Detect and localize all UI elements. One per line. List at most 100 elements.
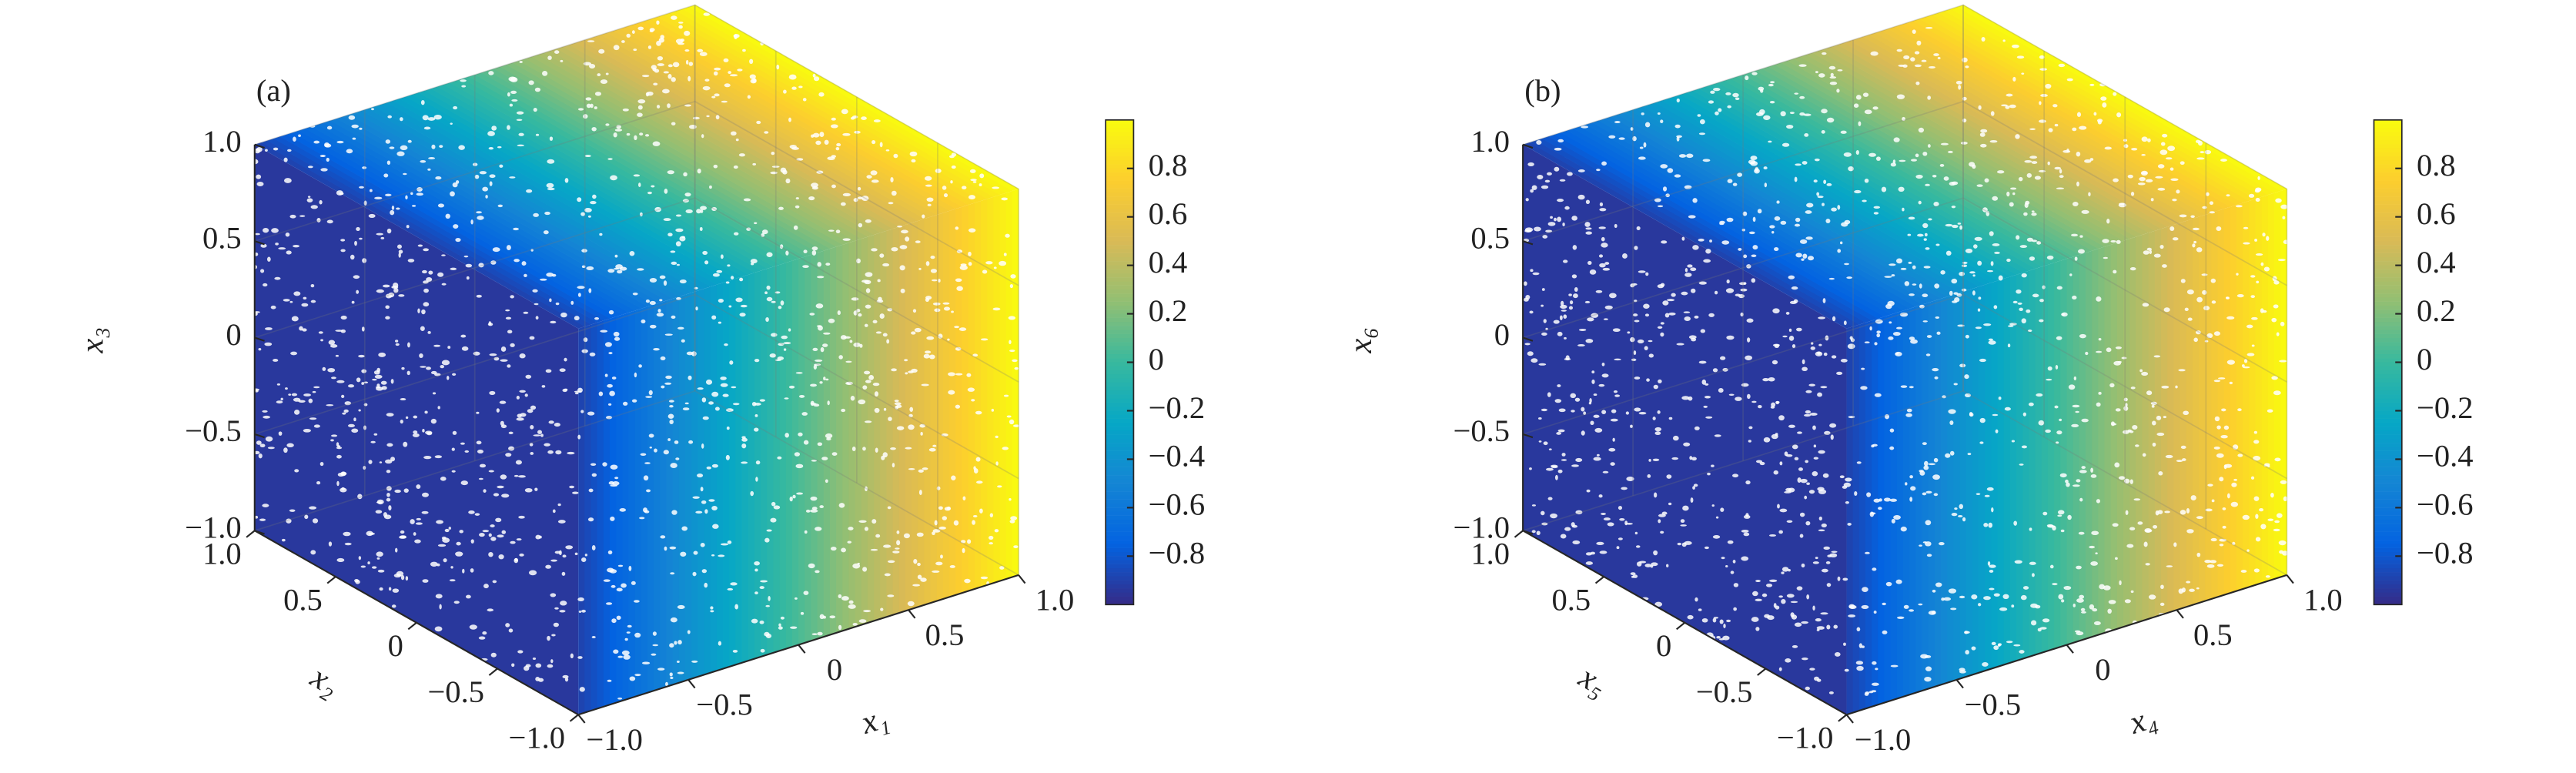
- speckle: [557, 520, 566, 524]
- speckle: [1742, 211, 1748, 216]
- top-face-strip: [279, 134, 611, 321]
- speckle: [1596, 453, 1600, 457]
- speckle: [584, 207, 592, 212]
- speckle: [307, 196, 311, 198]
- speckle: [656, 313, 664, 317]
- speckle: [1785, 658, 1791, 663]
- speckle: [614, 129, 623, 132]
- speckle: [577, 387, 583, 393]
- speckle: [410, 192, 413, 196]
- speckle: [343, 531, 351, 537]
- speckle: [517, 413, 522, 418]
- speckle: [312, 518, 319, 524]
- colorbar-segment: [2374, 491, 2402, 496]
- speckle: [681, 526, 688, 531]
- speckle: [1726, 335, 1735, 340]
- speckle: [1961, 288, 1967, 292]
- speckle: [1556, 432, 1562, 435]
- speckle: [980, 338, 989, 341]
- speckle: [594, 92, 602, 96]
- colorbar-segment: [2374, 261, 2402, 266]
- speckle: [1557, 198, 1564, 202]
- speckle: [2072, 202, 2079, 207]
- speckle: [896, 530, 900, 534]
- speckle: [1874, 393, 1882, 397]
- speckle: [1732, 182, 1738, 186]
- speckle: [754, 413, 758, 417]
- speckle: [858, 223, 863, 228]
- speckle: [858, 619, 867, 623]
- speckle: [780, 300, 785, 306]
- speckle: [1953, 383, 1958, 386]
- speckle: [637, 99, 646, 104]
- speckle: [1554, 474, 1558, 480]
- speckle: [1634, 299, 1638, 303]
- top-face-strip: [1636, 106, 1967, 293]
- speckle: [659, 275, 666, 279]
- speckle: [871, 248, 878, 252]
- speckle: [677, 671, 684, 674]
- speckle: [671, 77, 676, 82]
- speckle: [1993, 645, 1999, 651]
- speckle: [559, 610, 566, 613]
- right-face-strip: [842, 243, 849, 631]
- speckle: [2040, 94, 2048, 97]
- speckle: [309, 125, 316, 128]
- speckle: [808, 563, 815, 569]
- speckle: [281, 538, 286, 542]
- speckle: [2089, 604, 2095, 610]
- speckle: [493, 356, 500, 361]
- speckle: [2226, 296, 2229, 299]
- speckle: [1005, 233, 1010, 238]
- speckle: [914, 327, 922, 333]
- speckle: [544, 443, 550, 447]
- speckle: [1571, 464, 1579, 467]
- speckle: [395, 340, 399, 343]
- speckle: [1578, 328, 1587, 331]
- speckle: [899, 245, 908, 249]
- colorbar-segment: [1106, 159, 1134, 165]
- speckle: [2193, 240, 2197, 244]
- speckle: [621, 583, 627, 588]
- speckle: [1536, 140, 1542, 145]
- speckle: [676, 661, 680, 664]
- speckle: [2054, 405, 2059, 409]
- speckle: [426, 432, 433, 436]
- speckle: [2096, 499, 2101, 504]
- speckle: [488, 551, 493, 557]
- speckle: [1919, 283, 1922, 289]
- speckle: [1909, 475, 1913, 479]
- speckle: [639, 212, 643, 217]
- speckle: [1805, 520, 1811, 526]
- colorbar-segment: [2374, 410, 2402, 415]
- speckle: [1932, 175, 1937, 178]
- speckle: [1984, 178, 1989, 183]
- speckle: [1936, 331, 1941, 335]
- speckle: [1932, 589, 1936, 593]
- top-face-strip: [393, 99, 724, 285]
- speckle: [1645, 272, 1649, 276]
- colorbar-segment: [1106, 204, 1134, 209]
- speckle: [551, 634, 556, 637]
- speckle: [1933, 493, 1939, 497]
- speckle: [567, 451, 575, 455]
- speckle: [1750, 156, 1758, 161]
- speckle: [1698, 238, 1705, 242]
- speckle: [1644, 122, 1651, 128]
- speckle: [1755, 460, 1763, 463]
- speckle: [476, 294, 482, 298]
- speckle: [586, 103, 591, 109]
- speckle: [1772, 308, 1780, 314]
- speckle: [831, 184, 836, 189]
- colorbar-segment: [1106, 592, 1134, 597]
- speckle: [417, 187, 423, 192]
- colorbar-segment: [2374, 136, 2402, 141]
- speckle: [270, 305, 276, 310]
- speckle: [2196, 247, 2203, 253]
- speckle: [1741, 529, 1749, 533]
- speckle: [823, 376, 826, 380]
- top-face-strip: [412, 92, 742, 279]
- speckle: [819, 132, 825, 137]
- speckle: [1012, 424, 1020, 427]
- y-axis-label: x₂: [304, 658, 346, 703]
